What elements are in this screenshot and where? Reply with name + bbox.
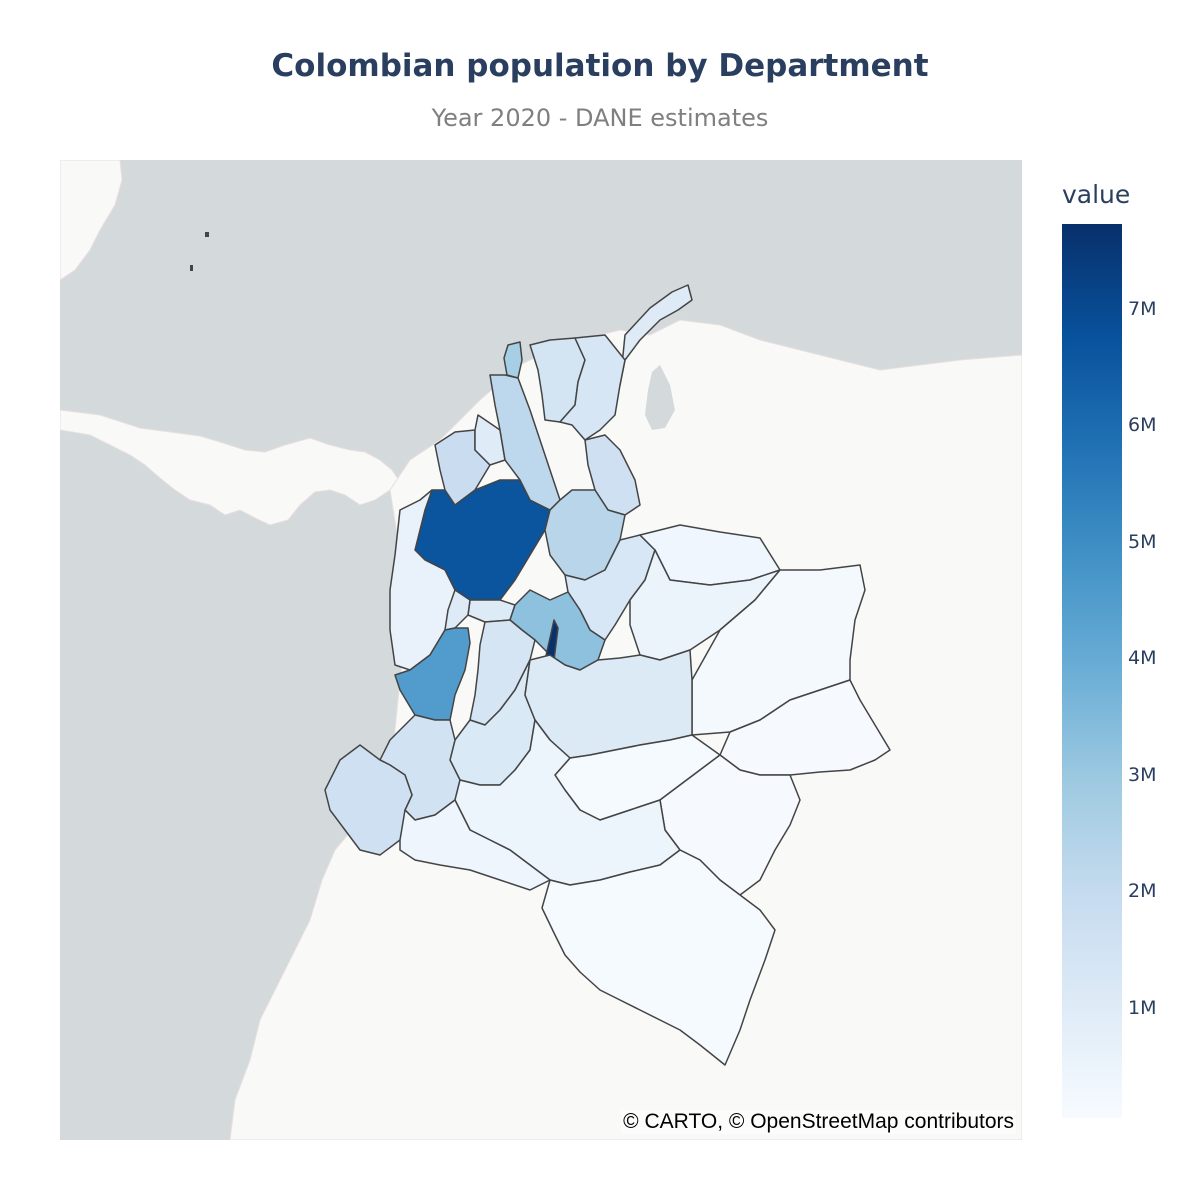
choropleth-map[interactable]: AntioquiaCórdobaSucreBolívarAtlánticoMag… [60,160,1022,1140]
colorbar-title: value [1062,180,1131,209]
colorbar-tick-1m: 1M [1128,997,1157,1019]
lake-maracaibo [645,365,675,430]
departments-layer: AntioquiaCórdobaSucreBolívarAtlánticoMag… [324,284,891,1066]
island-san-andres [205,232,209,237]
department-amazonas[interactable]: Amazonas [541,849,776,1066]
island-providencia [190,265,193,271]
colorbar-tick-7m: 7M [1128,298,1157,320]
department-casanare[interactable]: Casanare [629,549,781,661]
land-yucatan [60,160,123,281]
department-valle-del-cauca[interactable]: Valle del Cauca [394,627,471,721]
colorbar [1062,224,1122,1118]
colorbar-tick-6m: 6M [1128,414,1157,436]
map-attribution: © CARTO, © OpenStreetMap contributors [621,1110,1016,1134]
colorbar-tick-3m: 3M [1128,764,1157,786]
chart-title: Colombian population by Department [271,48,929,84]
chart-subtitle: Year 2020 - DANE estimates [431,104,769,132]
colorbar-tick-4m: 4M [1128,647,1157,669]
land-central-america [60,409,401,526]
department-cordoba[interactable]: Córdoba [434,429,491,506]
colorbar-tick-5m: 5M [1128,531,1157,553]
department-atlantico[interactable]: Atlántico [503,341,523,379]
department-caldas[interactable]: Caldas [467,599,516,623]
colorbar-tick-2m: 2M [1128,880,1157,902]
